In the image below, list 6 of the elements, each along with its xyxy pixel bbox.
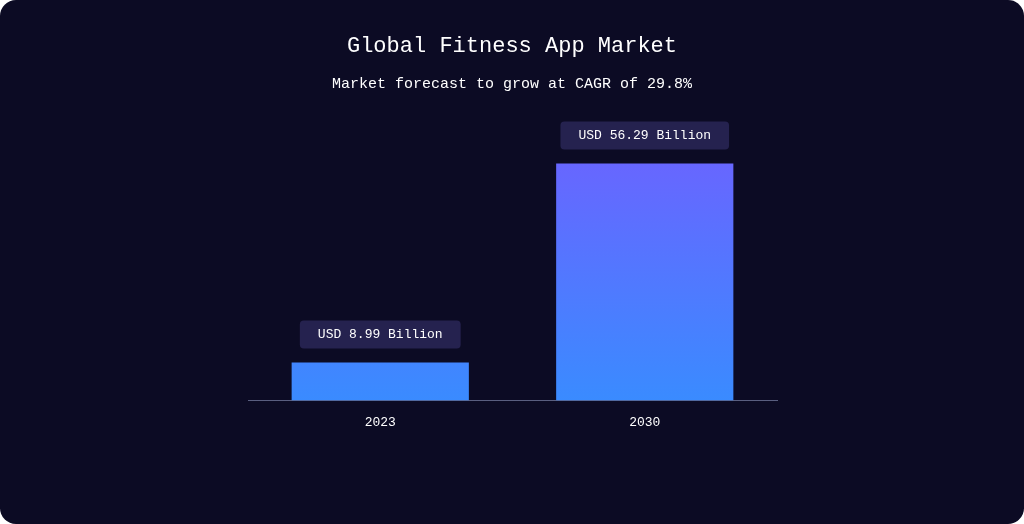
x-tick-label: 2023 xyxy=(364,414,396,430)
chart-subtitle: Market forecast to grow at CAGR of 29.8% xyxy=(330,76,694,93)
chart-title: Global Fitness App Market xyxy=(345,34,679,59)
data-label: USD 56.29 Billion xyxy=(578,128,712,144)
data-label: USD 8.99 Billion xyxy=(317,327,443,343)
x-tick-label: 2030 xyxy=(629,414,661,430)
